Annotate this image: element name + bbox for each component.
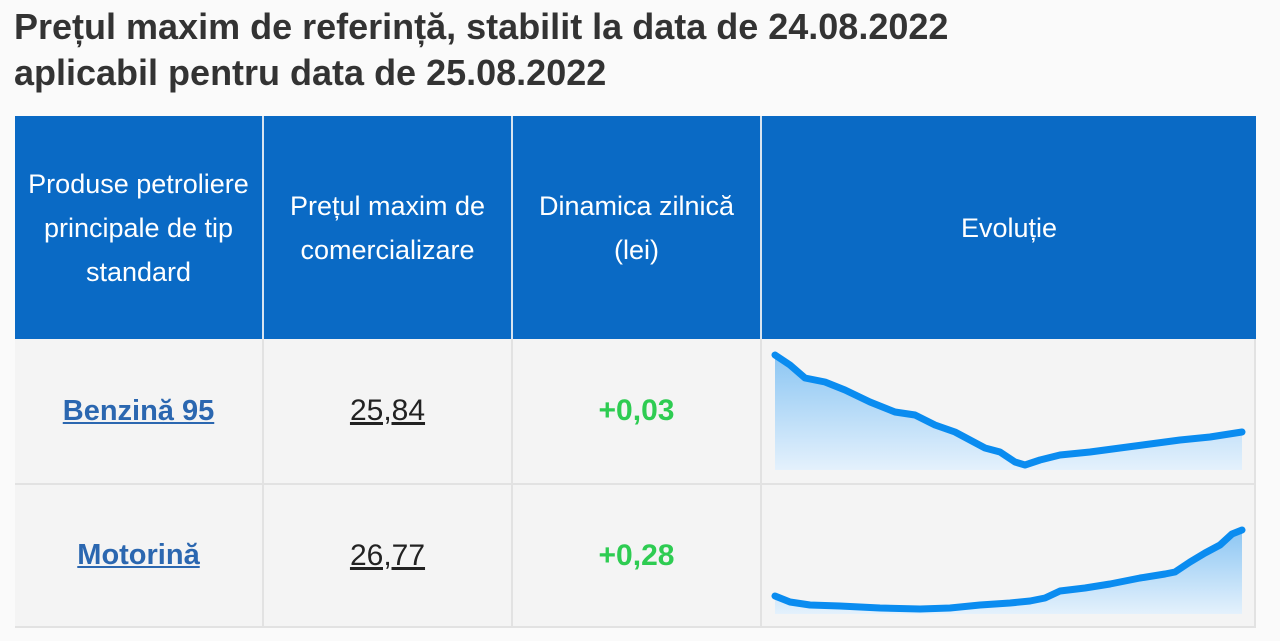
price-cell: 25,84 <box>264 339 513 485</box>
dynamic-cell: +0,28 <box>513 485 762 628</box>
product-link[interactable]: Benzină 95 <box>62 394 215 427</box>
title-line: aplicabil pentru data de 25.08.2022 <box>14 52 607 93</box>
product-link[interactable]: Motorină <box>77 539 200 571</box>
daily-change: +0,03 <box>598 394 675 427</box>
sparkline-area <box>775 355 1242 470</box>
title-line: Prețul maxim de referință, stabilit la d… <box>14 6 949 47</box>
page-title: Prețul maxim de referință, stabilit la d… <box>14 4 948 96</box>
price-cell: 26,77 <box>264 485 513 628</box>
price: 26,77 <box>349 538 426 572</box>
header-text: Evoluție <box>960 212 1058 243</box>
column-header: Dinamica zilnică (lei) <box>513 116 762 339</box>
sparkline <box>771 526 1246 613</box>
column-header: Prețul maxim de comercializare <box>264 116 513 339</box>
product-cell: Benzină 95 <box>15 339 264 485</box>
column-header: Evoluție <box>762 116 1256 339</box>
product-cell: Motorină <box>15 485 264 628</box>
header-text: Produse petroliere principale de tip sta… <box>28 168 249 287</box>
sparkline <box>771 351 1246 469</box>
header-text: Prețul maxim de comercializare <box>289 190 486 265</box>
column-header: Produse petroliere principale de tip sta… <box>15 116 264 339</box>
dynamic-cell: +0,03 <box>513 339 762 485</box>
daily-change: +0,28 <box>598 538 675 572</box>
sparkline-area <box>775 530 1242 614</box>
price: 25,84 <box>349 394 426 427</box>
header-text: Dinamica zilnică (lei) <box>538 190 735 265</box>
